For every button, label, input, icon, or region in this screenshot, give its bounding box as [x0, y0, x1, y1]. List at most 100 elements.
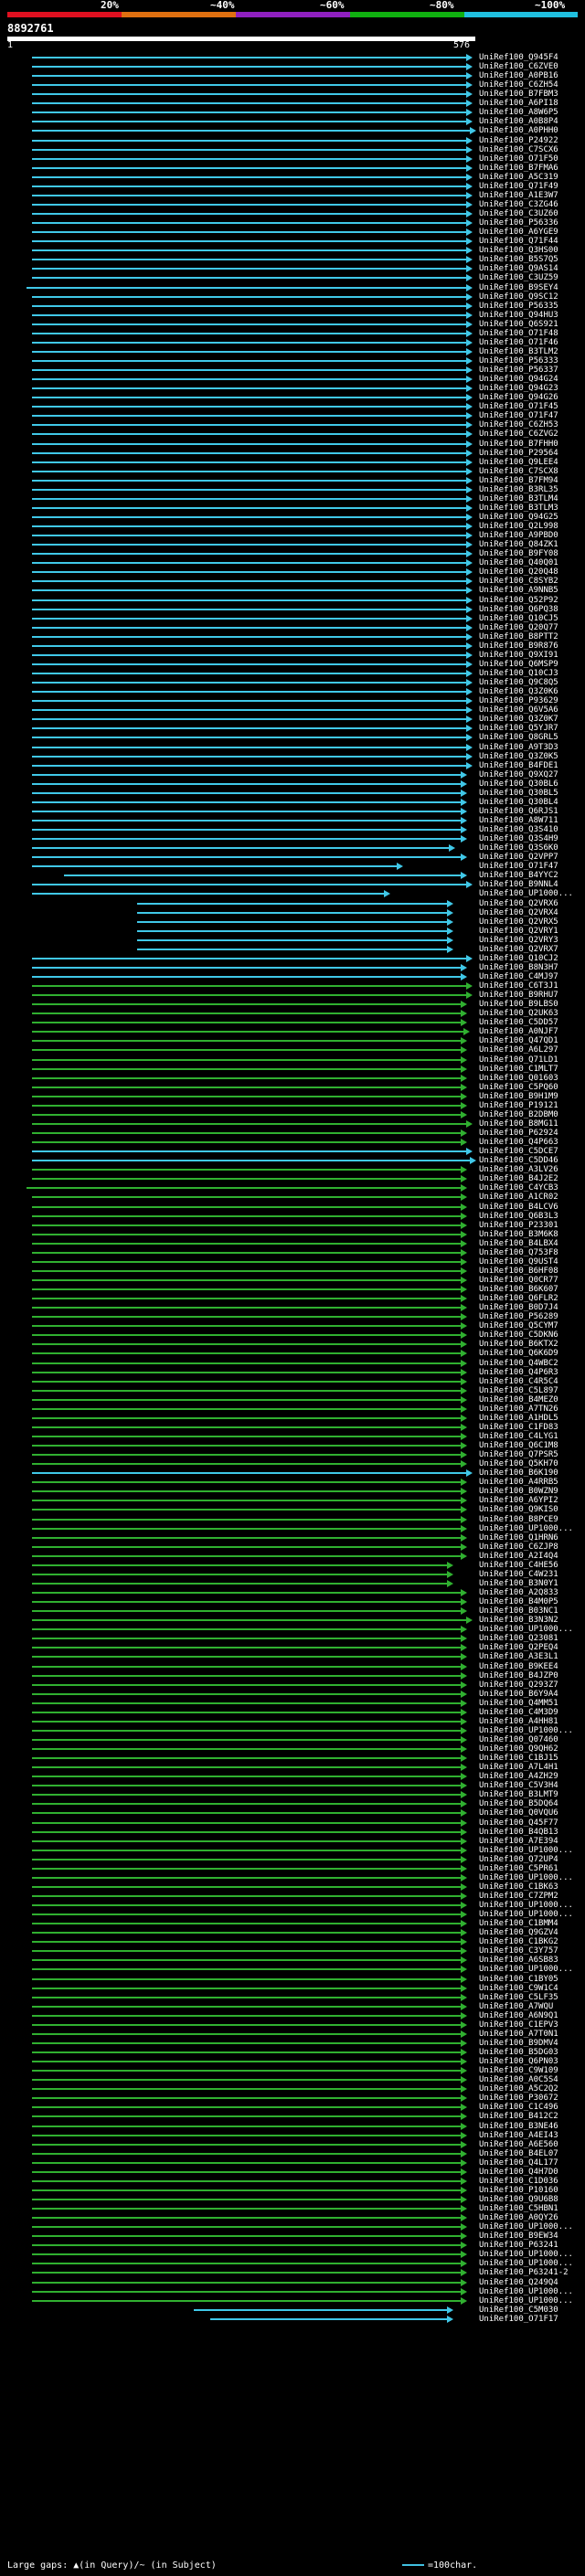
hit-label[interactable]: UniRef100_B4J2E2 [479, 1174, 558, 1184]
hit-label[interactable]: UniRef100_Q2VRX7 [479, 944, 558, 954]
hit-row[interactable]: UniRef100_B9FY08 [0, 549, 585, 558]
hit-label[interactable]: UniRef100_A6YPI2 [479, 1496, 558, 1506]
hit-row[interactable]: UniRef100_Q2VRX4 [0, 908, 585, 917]
hit-row[interactable]: UniRef100_C4R5C4 [0, 1377, 585, 1386]
hit-row[interactable]: UniRef100_Q4WBC2 [0, 1359, 585, 1368]
hit-row[interactable]: UniRef100_Q2L998 [0, 522, 585, 531]
hit-row[interactable]: UniRef100_O71F50 [0, 154, 585, 164]
hit-row[interactable]: UniRef100_C6T3J1 [0, 981, 585, 991]
hit-row[interactable]: UniRef100_C7SCX6 [0, 145, 585, 154]
hit-row[interactable]: UniRef100_B4J2E2 [0, 1174, 585, 1183]
hit-row[interactable]: UniRef100_C5HBN1 [0, 2204, 585, 2213]
hit-label[interactable]: UniRef100_B6K607 [479, 1285, 558, 1295]
hit-label[interactable]: UniRef100_B4JZP0 [479, 1670, 558, 1680]
hit-label[interactable]: UniRef100_Q2VPP7 [479, 853, 558, 863]
hit-label[interactable]: UniRef100_C1BMM4 [479, 1919, 558, 1929]
hit-row[interactable]: UniRef100_B4LCV6 [0, 1203, 585, 1212]
hit-row[interactable]: UniRef100_A9T3D3 [0, 743, 585, 752]
hit-label[interactable]: UniRef100_Q3Z0K7 [479, 715, 558, 725]
hit-label[interactable]: UniRef100_Q3S6K0 [479, 843, 558, 853]
hit-row[interactable]: UniRef100_C5DCE7 [0, 1147, 585, 1156]
hit-row[interactable]: UniRef100_Q84ZK1 [0, 540, 585, 549]
hit-label[interactable]: UniRef100_Q2UK63 [479, 1009, 558, 1019]
hit-label[interactable]: UniRef100_B7FBM3 [479, 90, 558, 100]
hit-label[interactable]: UniRef100_A4ZH29 [479, 1772, 558, 1782]
hit-label[interactable]: UniRef100_Q10CJ2 [479, 953, 558, 963]
hit-label[interactable]: UniRef100_Q94G26 [479, 393, 558, 403]
hit-label[interactable]: UniRef100_Q6FLR2 [479, 1294, 558, 1304]
hit-label[interactable]: UniRef100_A6N9Q1 [479, 2010, 558, 2020]
hit-label[interactable]: UniRef100_Q07460 [479, 1734, 558, 1744]
hit-row[interactable]: UniRef100_UP1000... [0, 889, 585, 898]
hit-row[interactable]: UniRef100_A4HH81 [0, 1717, 585, 1726]
hit-row[interactable]: UniRef100_UP1000... [0, 2250, 585, 2259]
hit-row[interactable]: UniRef100_Q0CR77 [0, 1276, 585, 1285]
hit-row[interactable]: UniRef100_A7L4H1 [0, 1763, 585, 1772]
hit-label[interactable]: UniRef100_P10160 [479, 2185, 558, 2195]
hit-row[interactable]: UniRef100_A7WQU [0, 2002, 585, 2011]
hit-label[interactable]: UniRef100_A7TN26 [479, 1404, 558, 1414]
hit-label[interactable]: UniRef100_C6ZVG2 [479, 429, 558, 440]
hit-row[interactable]: UniRef100_A5C2Q2 [0, 2084, 585, 2094]
hit-label[interactable]: UniRef100_B6HF08 [479, 1266, 558, 1276]
hit-row[interactable]: UniRef100_Q6V5A6 [0, 705, 585, 715]
hit-label[interactable]: UniRef100_A6PI18 [479, 99, 558, 109]
hit-label[interactable]: UniRef100_Q9AS14 [479, 264, 558, 274]
hit-row[interactable]: UniRef100_Q7PSR5 [0, 1450, 585, 1459]
hit-row[interactable]: UniRef100_Q45F77 [0, 1818, 585, 1828]
hit-row[interactable]: UniRef100_Q8GRL5 [0, 733, 585, 742]
hit-label[interactable]: UniRef100_A8W711 [479, 815, 558, 825]
hit-label[interactable]: UniRef100_A1CR02 [479, 1193, 558, 1203]
hit-label[interactable]: UniRef100_B4LCV6 [479, 1202, 558, 1212]
hit-label[interactable]: UniRef100_B4LBX4 [479, 1238, 558, 1248]
hit-row[interactable]: UniRef100_A1HDL5 [0, 1414, 585, 1423]
hit-row[interactable]: UniRef100_UP1000... [0, 1901, 585, 1910]
hit-row[interactable]: UniRef100_Q20Q77 [0, 623, 585, 632]
hit-label[interactable]: UniRef100_C4HE56 [479, 1560, 558, 1570]
hit-row[interactable]: UniRef100_Q9U6B8 [0, 2195, 585, 2204]
hit-label[interactable]: UniRef100_Q6PN03 [479, 2057, 558, 2067]
hit-label[interactable]: UniRef100_Q9QH62 [479, 1744, 558, 1754]
hit-row[interactable]: UniRef100_C5M030 [0, 2306, 585, 2315]
hit-row[interactable]: UniRef100_A1E3W7 [0, 191, 585, 200]
hit-label[interactable]: UniRef100_C3UZ59 [479, 273, 558, 283]
hit-label[interactable]: UniRef100_A2I4Q4 [479, 1551, 558, 1561]
hit-label[interactable]: UniRef100_Q5KH70 [479, 1459, 558, 1469]
hit-label[interactable]: UniRef100_Q30BL5 [479, 788, 558, 798]
hit-label[interactable]: UniRef100_B9EW34 [479, 2231, 558, 2242]
hit-row[interactable]: UniRef100_B412C2 [0, 2112, 585, 2121]
hit-row[interactable]: UniRef100_Q9UST4 [0, 1257, 585, 1267]
hit-label[interactable]: UniRef100_P93629 [479, 696, 558, 706]
hit-row[interactable]: UniRef100_C6ZVG2 [0, 429, 585, 439]
hit-label[interactable]: UniRef100_B9RHU7 [479, 991, 558, 1001]
hit-row[interactable]: UniRef100_A5C319 [0, 173, 585, 182]
hit-label[interactable]: UniRef100_Q94G24 [479, 375, 558, 385]
hit-label[interactable]: UniRef100_P23301 [479, 1220, 558, 1230]
hit-row[interactable]: UniRef100_C5DKN6 [0, 1330, 585, 1340]
hit-row[interactable]: UniRef100_Q4MM51 [0, 1699, 585, 1708]
hit-row[interactable]: UniRef100_Q9GZV4 [0, 1928, 585, 1937]
hit-label[interactable]: UniRef100_P63241 [479, 2241, 558, 2251]
hit-row[interactable]: UniRef100_Q9QH62 [0, 1744, 585, 1754]
hit-row[interactable]: UniRef100_B7FM94 [0, 476, 585, 485]
hit-label[interactable]: UniRef100_C8SYB2 [479, 577, 558, 587]
hit-label[interactable]: UniRef100_C4MJ97 [479, 972, 558, 981]
hit-row[interactable]: UniRef100_A7T0N1 [0, 2030, 585, 2039]
hit-row[interactable]: UniRef100_B8PCE9 [0, 1515, 585, 1524]
hit-label[interactable]: UniRef100_Q753F8 [479, 1247, 558, 1257]
hit-label[interactable]: UniRef100_UP1000... [479, 2295, 573, 2306]
hit-label[interactable]: UniRef100_A0PHH0 [479, 126, 558, 136]
hit-row[interactable]: UniRef100_C1BKG2 [0, 1937, 585, 1946]
hit-row[interactable]: UniRef100_Q6MSP9 [0, 660, 585, 669]
hit-row[interactable]: UniRef100_C8SYB2 [0, 577, 585, 586]
hit-row[interactable]: UniRef100_A6N9Q1 [0, 2011, 585, 2020]
hit-label[interactable]: UniRef100_C1D036 [479, 2176, 558, 2186]
hit-row[interactable]: UniRef100_UP1000... [0, 1965, 585, 1974]
hit-row[interactable]: UniRef100_B7FMA6 [0, 164, 585, 173]
hit-row[interactable]: UniRef100_Q3S6K0 [0, 843, 585, 853]
hit-label[interactable]: UniRef100_Q71LD1 [479, 1055, 558, 1065]
hit-label[interactable]: UniRef100_Q3Z0K6 [479, 687, 558, 697]
hit-label[interactable]: UniRef100_Q4P663 [479, 1138, 558, 1148]
hit-row[interactable]: UniRef100_C3Y757 [0, 1946, 585, 1956]
hit-label[interactable]: UniRef100_C4YCB3 [479, 1183, 558, 1193]
